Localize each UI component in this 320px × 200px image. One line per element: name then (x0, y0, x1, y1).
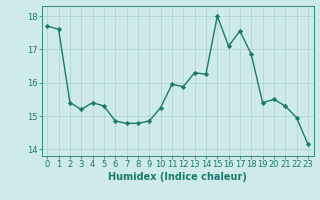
X-axis label: Humidex (Indice chaleur): Humidex (Indice chaleur) (108, 172, 247, 182)
